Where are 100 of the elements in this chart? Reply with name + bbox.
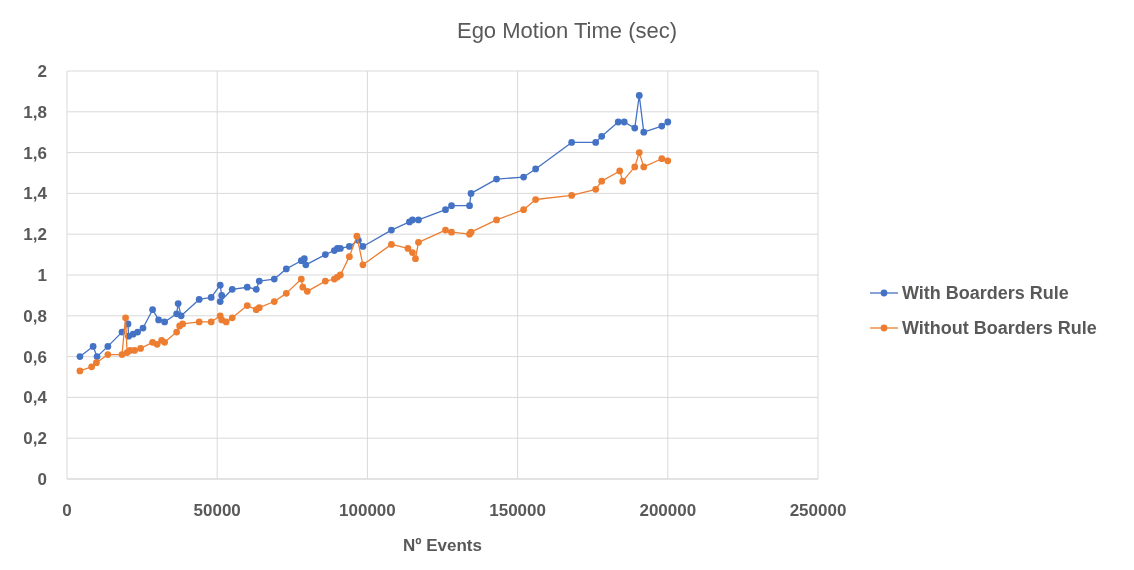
point [282,289,290,297]
point [93,359,100,367]
x-tick-label: 250000 [789,501,847,520]
point [532,196,540,203]
legend-label: Without Boarders Rule [902,318,1097,338]
point [161,318,169,326]
point [359,261,367,269]
point [415,216,422,224]
point [658,155,666,163]
point [631,163,639,171]
point [532,165,540,173]
x-tick-label: 50000 [193,501,241,520]
y-tick-label: 0,2 [23,429,47,449]
point [270,275,278,283]
x-tick-label: 150000 [489,501,546,520]
y-tick-label: 1,6 [23,143,47,163]
point [466,202,473,210]
point [302,261,310,269]
point [252,285,260,293]
point [122,314,129,322]
point [664,118,672,126]
point [658,122,666,130]
point [448,228,455,236]
point [568,192,576,199]
point [493,216,500,224]
point [216,281,224,289]
point [303,287,311,295]
point [153,340,161,348]
y-tick-label: 0,4 [23,388,48,408]
point [664,157,672,165]
point [640,163,648,171]
point [89,343,97,350]
y-tick-label: 1 [37,266,47,285]
point [442,226,449,234]
point [207,318,215,326]
point [222,318,230,326]
point [104,343,112,350]
point [409,249,416,256]
point [520,173,527,181]
y-tick-label: 0 [37,470,47,489]
point [299,283,307,291]
point [345,243,353,250]
point [195,296,203,303]
point [388,226,395,234]
point [592,139,600,146]
point [359,243,367,250]
point [297,275,305,283]
point [228,314,236,322]
point [614,118,622,126]
point [353,232,361,240]
point [415,238,422,246]
point [134,328,141,336]
point [321,277,329,285]
point [149,306,156,314]
point [88,363,96,371]
point [243,302,251,309]
point [321,251,329,258]
point [493,175,500,183]
legend-label: With Boarders Rule [902,283,1069,303]
point [118,351,126,358]
point [207,294,215,301]
y-tick-label: 0,6 [23,347,47,367]
y-tick-label: 1,8 [23,102,47,122]
x-tick-label: 0 [62,501,72,520]
point [93,353,101,360]
x-axis-title: Nº Events [403,536,482,555]
point [255,277,263,285]
point [270,298,278,305]
point [161,338,169,346]
point [173,328,181,336]
point [243,283,251,291]
point [467,190,475,197]
point [137,345,144,352]
point [635,149,643,156]
point [620,118,628,126]
point [76,353,84,360]
point [598,177,606,185]
point [598,132,606,140]
point [520,206,527,214]
x-tick-label: 100000 [339,501,396,520]
point [76,367,84,375]
point [619,177,627,185]
point [640,128,648,136]
point [635,92,643,99]
point [139,324,147,332]
y-tick-label: 1,4 [23,184,48,204]
point [174,300,182,307]
point [218,292,226,299]
point [131,347,138,354]
point [592,185,600,193]
point [616,167,624,175]
point [568,139,576,146]
point [282,265,290,273]
x-tick-label: 200000 [639,501,697,520]
point [228,285,236,293]
point [412,255,419,263]
point [345,253,353,261]
point [631,124,639,132]
point [388,241,395,248]
chart-title: Ego Motion Time (sec) [456,18,678,43]
